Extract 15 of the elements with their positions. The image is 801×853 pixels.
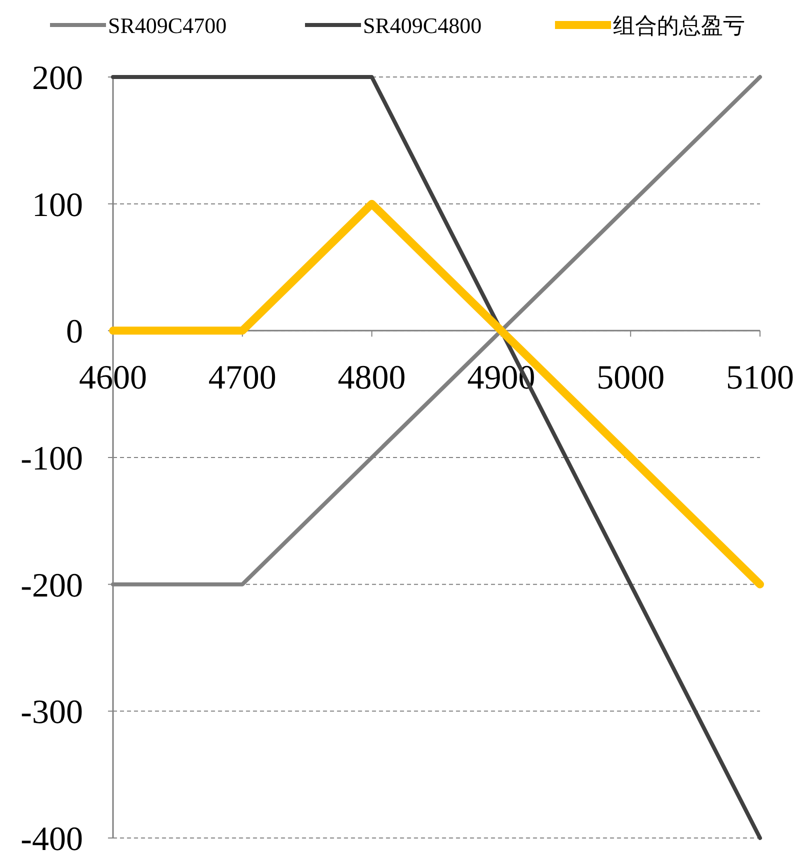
y-tick-label: -400 bbox=[20, 821, 83, 853]
x-tick-label: 5000 bbox=[596, 360, 665, 397]
y-tick-label: 0 bbox=[66, 314, 83, 351]
y-tick-label: -100 bbox=[20, 440, 83, 478]
x-tick-label: 4700 bbox=[208, 360, 276, 397]
x-tick-label: 4600 bbox=[79, 360, 147, 397]
y-tick-label: 100 bbox=[32, 186, 83, 224]
legend-label: SR409C4700 bbox=[108, 13, 227, 38]
legend-label: 组合的总盈亏 bbox=[613, 13, 745, 38]
y-tick-label: -300 bbox=[20, 694, 83, 732]
y-tick-label: -200 bbox=[20, 567, 83, 604]
y-tick-label: 200 bbox=[32, 60, 83, 97]
legend-label: SR409C4800 bbox=[363, 13, 482, 38]
x-tick-label: 5100 bbox=[726, 360, 794, 397]
x-tick-label: 4800 bbox=[338, 360, 406, 397]
